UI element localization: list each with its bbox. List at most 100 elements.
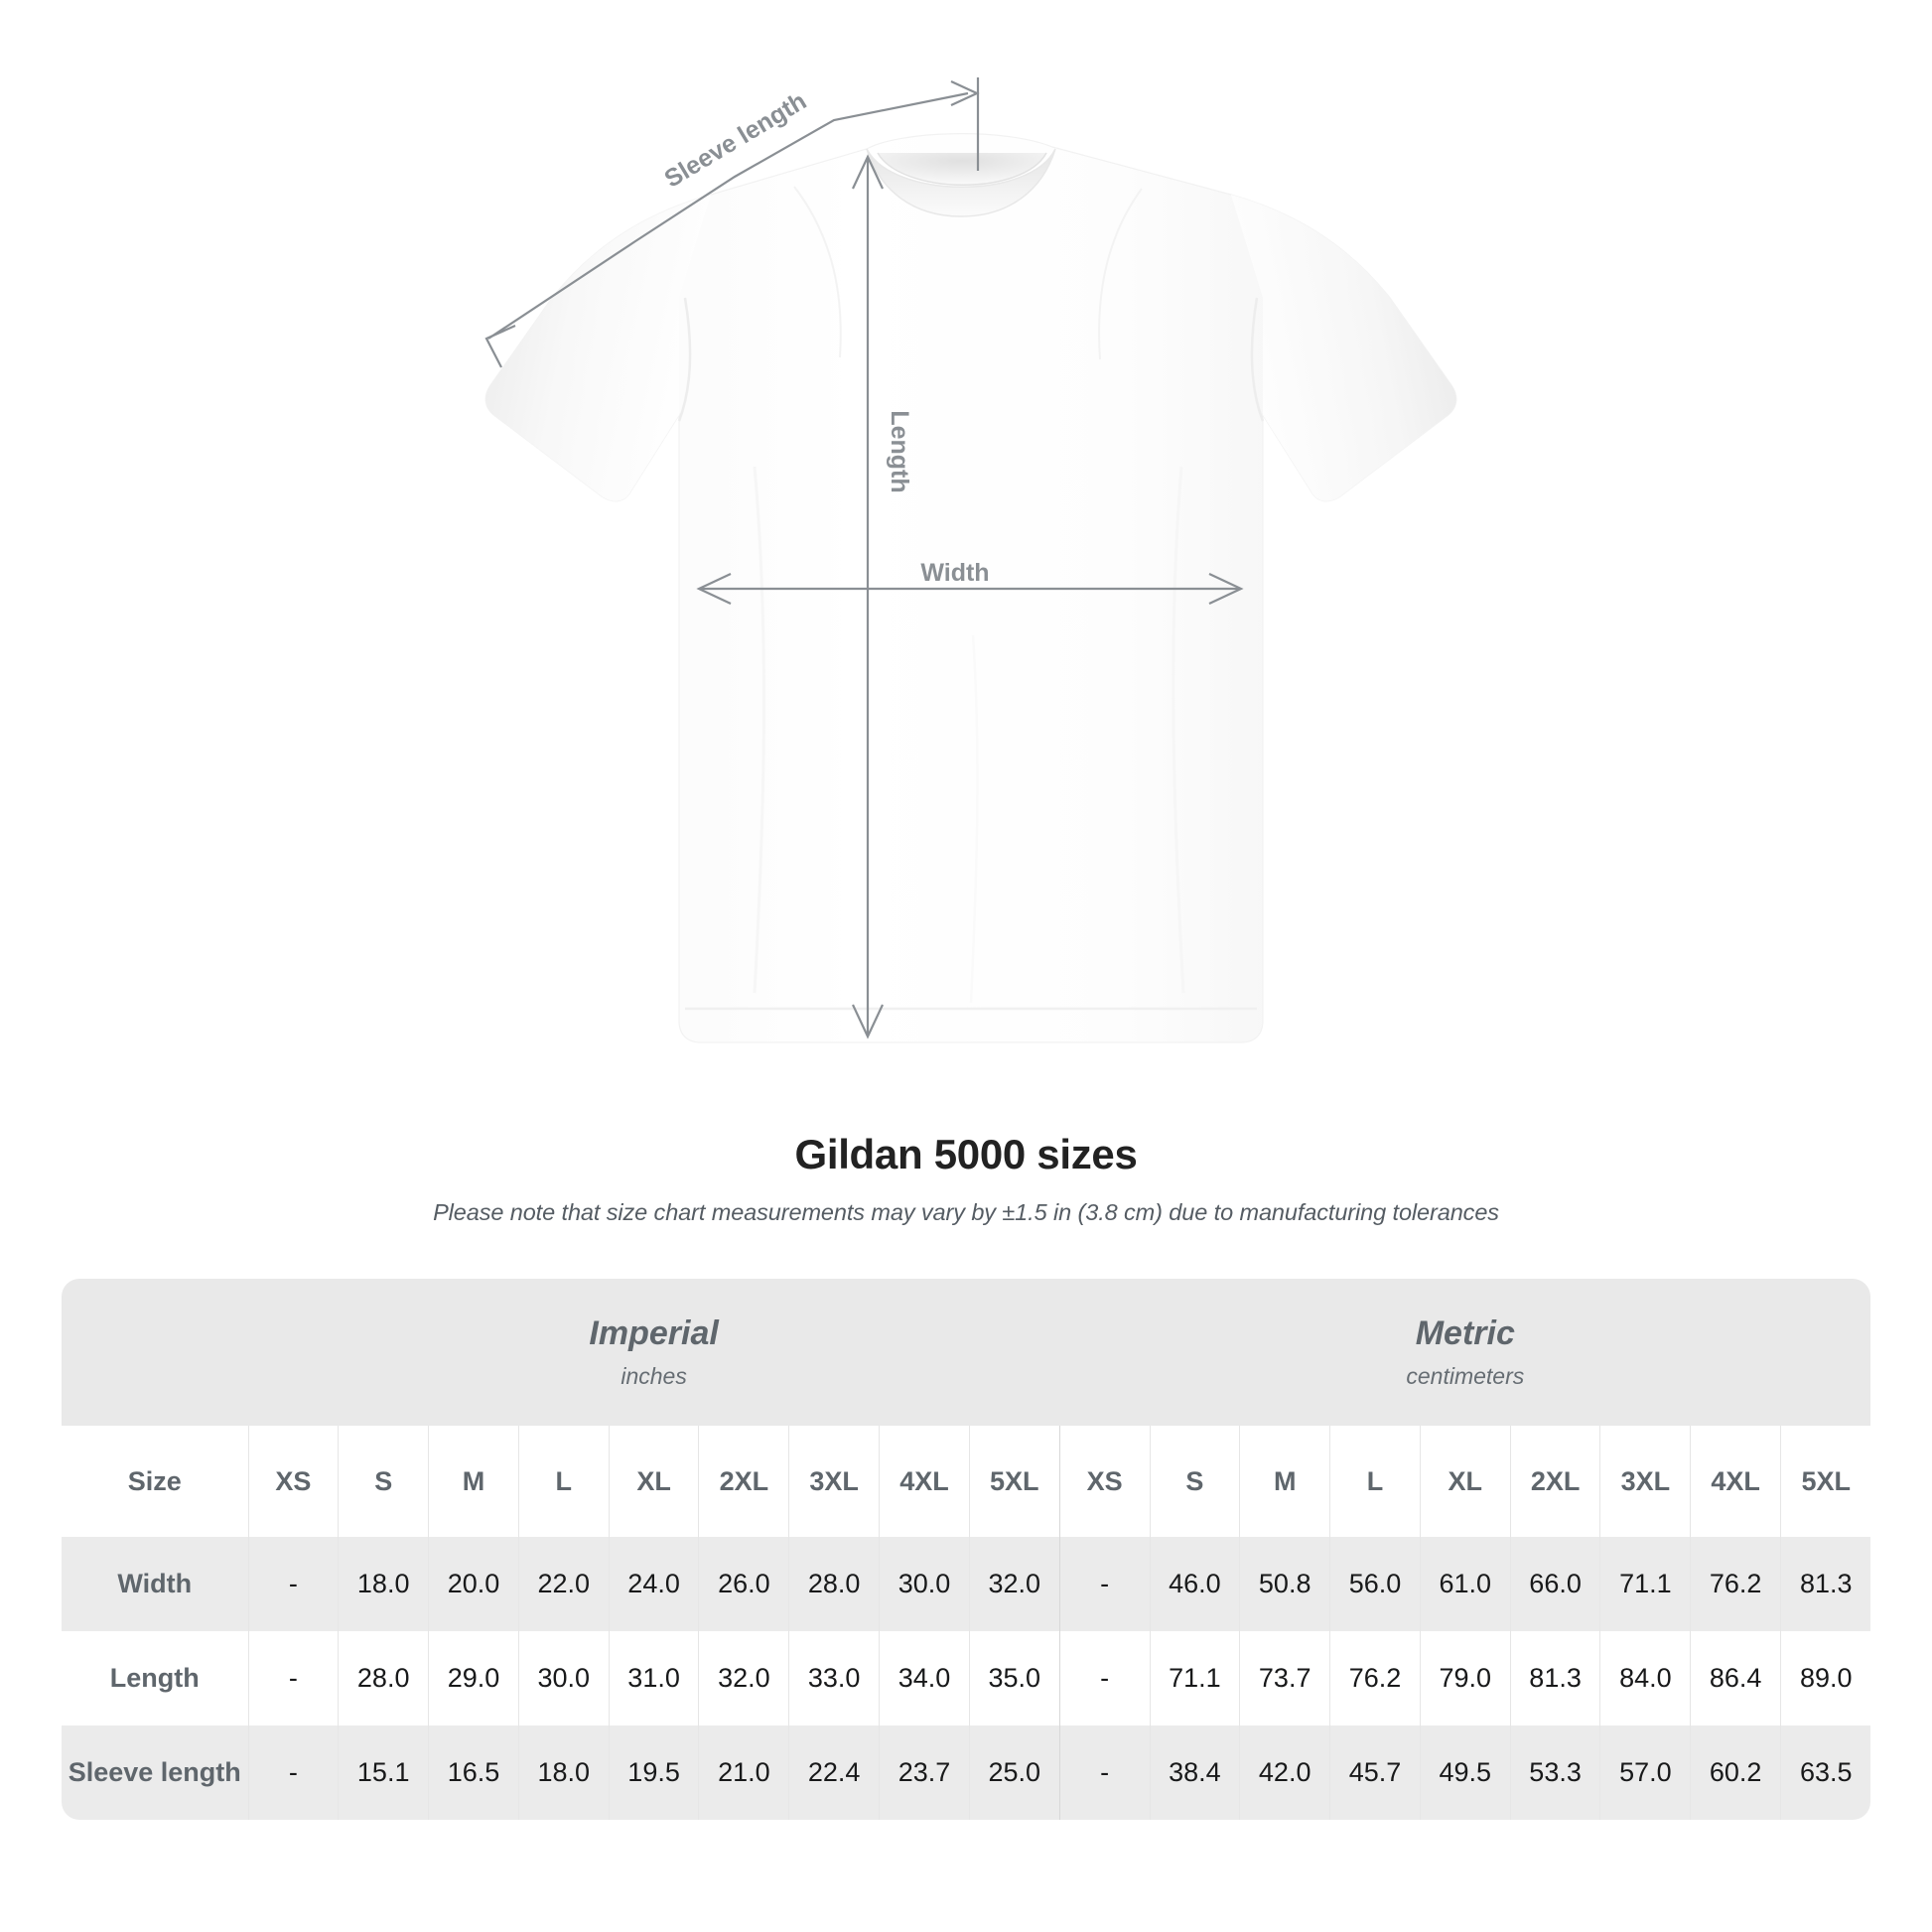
cell-sleeve-imperial-5xl: 25.0 (968, 1725, 1060, 1820)
cell-sleeve-metric-3xl: 57.0 (1599, 1725, 1691, 1820)
table-row: Sleeve length - 15.1 16.5 18.0 19.5 21.0… (62, 1725, 1871, 1820)
size-header-metric-xs: XS (1058, 1426, 1150, 1537)
row-label-width: Width (62, 1537, 248, 1631)
size-header-metric-xl: XL (1419, 1426, 1511, 1537)
cell-width-imperial-l: 22.0 (517, 1537, 610, 1631)
cell-sleeve-imperial-4xl: 23.7 (879, 1725, 970, 1820)
cell-length-metric-m: 73.7 (1239, 1631, 1330, 1725)
cell-width-imperial-2xl: 26.0 (698, 1537, 789, 1631)
unit-header-imperial: Imperial inches (248, 1279, 1060, 1426)
size-header-imperial-xs: XS (247, 1426, 339, 1537)
table-row: Length - 28.0 29.0 30.0 31.0 32.0 33.0 3… (62, 1631, 1871, 1725)
cell-length-metric-xl: 79.0 (1419, 1631, 1511, 1725)
cell-width-imperial-s: 18.0 (338, 1537, 429, 1631)
size-header-metric-l: L (1329, 1426, 1421, 1537)
cell-sleeve-imperial-l: 18.0 (517, 1725, 610, 1820)
sleeve-arrowhead-left (484, 324, 516, 368)
cell-width-metric-m: 50.8 (1239, 1537, 1330, 1631)
cell-width-imperial-4xl: 30.0 (879, 1537, 970, 1631)
cell-sleeve-metric-l: 45.7 (1329, 1725, 1421, 1820)
cell-sleeve-imperial-xs: - (247, 1725, 339, 1820)
width-arrowhead-right (1208, 573, 1244, 605)
unit-sub-imperial: inches (621, 1363, 687, 1390)
cell-width-imperial-xl: 24.0 (608, 1537, 699, 1631)
cell-length-metric-3xl: 84.0 (1599, 1631, 1691, 1725)
measurement-annotations (484, 77, 1244, 1039)
cell-sleeve-imperial-s: 15.1 (338, 1725, 429, 1820)
unit-name-imperial: Imperial (589, 1313, 719, 1352)
cell-length-metric-s: 71.1 (1149, 1631, 1240, 1725)
size-header-imperial-5xl: 5XL (968, 1426, 1060, 1537)
size-header-metric-4xl: 4XL (1690, 1426, 1781, 1537)
length-arrowhead-top (852, 154, 884, 190)
cell-sleeve-imperial-3xl: 22.4 (788, 1725, 880, 1820)
cell-width-metric-3xl: 71.1 (1599, 1537, 1691, 1631)
size-header-imperial-xl: XL (608, 1426, 699, 1537)
cell-sleeve-imperial-2xl: 21.0 (698, 1725, 789, 1820)
unit-name-metric: Metric (1415, 1313, 1515, 1352)
width-arrowhead-left (696, 573, 732, 605)
cell-sleeve-metric-xs: - (1058, 1725, 1150, 1820)
cell-width-metric-2xl: 66.0 (1509, 1537, 1600, 1631)
cell-width-metric-xs: - (1058, 1537, 1150, 1631)
cell-sleeve-metric-4xl: 60.2 (1690, 1725, 1781, 1820)
cell-length-imperial-5xl: 35.0 (968, 1631, 1060, 1725)
tolerance-note: Please note that size chart measurements… (433, 1199, 1499, 1226)
cell-length-imperial-3xl: 33.0 (788, 1631, 880, 1725)
cell-length-imperial-4xl: 34.0 (879, 1631, 970, 1725)
cell-width-imperial-3xl: 28.0 (788, 1537, 880, 1631)
cell-length-metric-5xl: 89.0 (1780, 1631, 1871, 1725)
length-dimension (852, 154, 884, 1039)
unit-header-spacer (62, 1279, 248, 1426)
row-label-length: Length (62, 1631, 248, 1725)
size-header-imperial-2xl: 2XL (698, 1426, 789, 1537)
size-header-metric-3xl: 3XL (1599, 1426, 1691, 1537)
cell-sleeve-metric-5xl: 63.5 (1780, 1725, 1871, 1820)
row-label-sleeve-length: Sleeve length (62, 1725, 248, 1820)
page-title: Gildan 5000 sizes (794, 1131, 1138, 1177)
cell-width-metric-4xl: 76.2 (1690, 1537, 1781, 1631)
cell-width-imperial-m: 20.0 (428, 1537, 519, 1631)
size-header-row: Size XS S M L XL 2XL 3XL 4XL 5XL XS S M … (62, 1426, 1871, 1537)
sleeve-dimension-line (487, 91, 969, 340)
cell-sleeve-metric-m: 42.0 (1239, 1725, 1330, 1820)
size-header-metric-m: M (1239, 1426, 1330, 1537)
cell-width-metric-s: 46.0 (1149, 1537, 1240, 1631)
cell-width-imperial-xs: - (247, 1537, 339, 1631)
length-label: Length (886, 410, 913, 492)
width-label: Width (920, 559, 989, 587)
size-header-imperial-l: L (517, 1426, 610, 1537)
cell-sleeve-imperial-xl: 19.5 (608, 1725, 699, 1820)
size-header-imperial-3xl: 3XL (788, 1426, 880, 1537)
size-table-wrapper: Imperial inches Metric centimeters Size … (62, 1279, 1871, 1820)
cell-width-imperial-5xl: 32.0 (968, 1537, 1060, 1631)
cell-width-metric-5xl: 81.3 (1780, 1537, 1871, 1631)
cell-length-imperial-m: 29.0 (428, 1631, 519, 1725)
size-header-metric-5xl: 5XL (1780, 1426, 1871, 1537)
size-header-imperial-s: S (338, 1426, 429, 1537)
cell-length-imperial-xs: - (247, 1631, 339, 1725)
heading-block: Gildan 5000 sizes Please note that size … (0, 1131, 1932, 1226)
cell-length-imperial-l: 30.0 (517, 1631, 610, 1725)
size-header-imperial-4xl: 4XL (879, 1426, 970, 1537)
size-header-metric-2xl: 2XL (1509, 1426, 1600, 1537)
size-header-imperial-m: M (428, 1426, 519, 1537)
unit-header-metric: Metric centimeters (1059, 1279, 1871, 1426)
cell-length-metric-xs: - (1058, 1631, 1150, 1725)
sleeve-arrowhead-right (950, 80, 980, 106)
size-header-metric-s: S (1149, 1426, 1240, 1537)
cell-sleeve-metric-xl: 49.5 (1419, 1725, 1511, 1820)
size-table: Imperial inches Metric centimeters Size … (62, 1279, 1871, 1820)
cell-sleeve-metric-s: 38.4 (1149, 1725, 1240, 1820)
width-dimension (696, 573, 1244, 605)
table-row: Width - 18.0 20.0 22.0 24.0 26.0 28.0 30… (62, 1537, 1871, 1631)
cell-sleeve-imperial-m: 16.5 (428, 1725, 519, 1820)
cell-length-metric-4xl: 86.4 (1690, 1631, 1781, 1725)
unit-sub-metric: centimeters (1406, 1363, 1525, 1390)
sleeve-length-dimension (484, 77, 980, 368)
cell-length-imperial-2xl: 32.0 (698, 1631, 789, 1725)
tshirt-diagram: Sleeve length Length Width (484, 77, 1457, 1043)
cell-width-metric-l: 56.0 (1329, 1537, 1421, 1631)
cell-length-imperial-s: 28.0 (338, 1631, 429, 1725)
